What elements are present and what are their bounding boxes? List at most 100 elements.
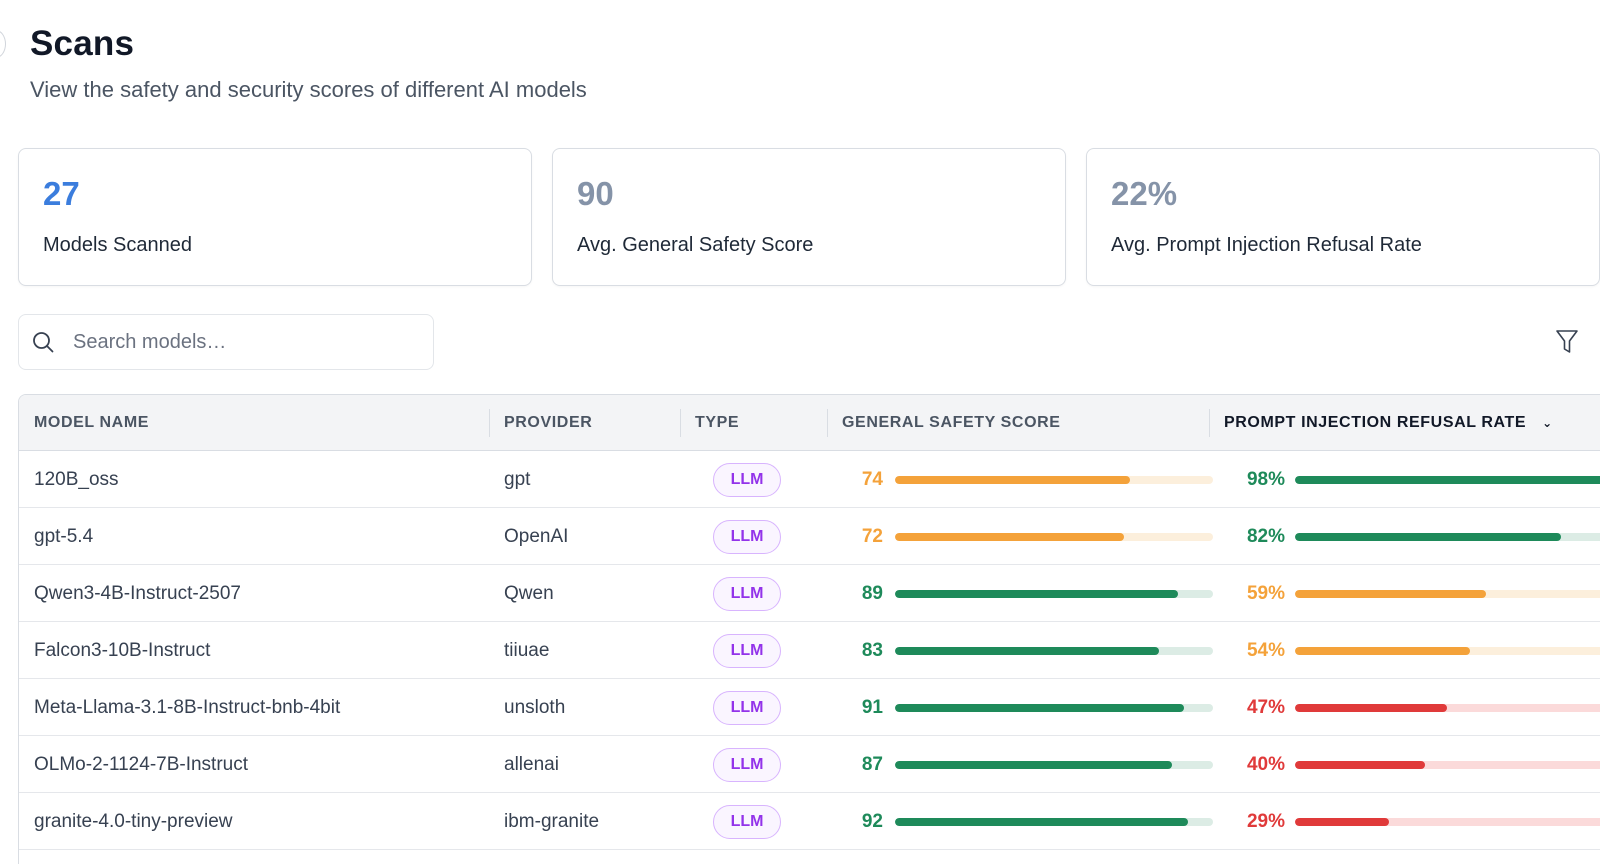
refusal-rate-value: 82% [1246, 526, 1285, 547]
sort-descending-icon[interactable]: ⌄ [1542, 416, 1553, 430]
safety-score-bar-fill [895, 704, 1185, 712]
safety-score-bar [895, 533, 1213, 541]
safety-score-bar-fill [895, 647, 1159, 655]
column-divider [827, 409, 828, 437]
stat-card-models-scanned: 27 Models Scanned [18, 148, 532, 286]
model-name[interactable]: gpt-5.4 [34, 526, 94, 547]
provider-name: OpenAI [504, 526, 569, 547]
safety-score-bar-fill [895, 761, 1172, 769]
refusal-rate-bar-fill [1295, 533, 1561, 541]
type-badge: LLM [713, 805, 781, 839]
safety-score-bar-fill [895, 818, 1188, 826]
search-icon [33, 332, 54, 353]
provider-name: Qwen [504, 583, 554, 604]
refusal-rate-bar [1295, 818, 1600, 826]
safety-score-value: 83 [861, 640, 883, 661]
safety-score-bar [895, 590, 1213, 598]
stat-label: Models Scanned [43, 234, 192, 256]
stat-card-avg-safety-score: 90 Avg. General Safety Score [552, 148, 1066, 286]
safety-score-value: 72 [861, 526, 883, 547]
refusal-rate-bar [1295, 647, 1600, 655]
refusal-rate-bar-fill [1295, 761, 1425, 769]
safety-score-bar-fill [895, 590, 1179, 598]
safety-score-value: 89 [861, 583, 883, 604]
column-header-prompt-injection-refusal-rate[interactable]: PROMPT INJECTION REFUSAL RATE ⌄ [1224, 395, 1553, 451]
refusal-rate-value: 29% [1246, 811, 1285, 832]
provider-name: ibm-granite [504, 811, 600, 832]
column-header-general-safety-score[interactable]: GENERAL SAFETY SCORE [842, 414, 1061, 431]
provider-name: gpt [504, 469, 531, 490]
column-header-label: PROMPT INJECTION REFUSAL RATE [1224, 414, 1527, 432]
safety-score-bar [895, 761, 1213, 769]
type-badge: LLM [713, 634, 781, 668]
refusal-rate-bar-fill [1295, 476, 1600, 484]
column-divider [489, 409, 490, 437]
refusal-rate-bar [1295, 590, 1600, 598]
type-badge: LLM [713, 577, 781, 611]
stat-value: 90 [577, 175, 614, 212]
provider-name: unsloth [504, 697, 566, 718]
stat-label: Avg. General Safety Score [577, 234, 814, 256]
safety-score-value: 91 [861, 697, 883, 718]
page-title: Scans [30, 24, 135, 63]
safety-score-bar [895, 647, 1213, 655]
refusal-rate-bar [1295, 704, 1600, 712]
table-body: 120B_oss gpt LLM 74 98% gpt-5.4 OpenAI LLM 7… [19, 451, 1600, 864]
stat-value: 27 [43, 175, 80, 212]
type-badge: LLM [713, 463, 781, 497]
column-divider [1209, 409, 1210, 437]
stat-value: 22% [1111, 175, 1178, 212]
refusal-rate-bar-fill [1295, 818, 1389, 826]
model-name[interactable]: Qwen3-4B-Instruct-2507 [34, 583, 241, 604]
refusal-rate-bar-fill [1295, 647, 1470, 655]
type-badge: LLM [713, 520, 781, 554]
refusal-rate-value: 40% [1246, 754, 1285, 775]
safety-score-bar-fill [895, 533, 1124, 541]
safety-score-value: 74 [861, 469, 883, 490]
safety-score-bar [895, 476, 1213, 484]
provider-name: tiiuae [504, 640, 550, 661]
model-name[interactable]: granite-4.0-tiny-preview [34, 811, 233, 832]
table-row[interactable] [19, 850, 1600, 864]
table-row[interactable]: OLMo-2-1124-7B-Instruct allenai LLM 87 40% [19, 736, 1600, 793]
model-name[interactable]: Falcon3-10B-Instruct [34, 640, 211, 661]
type-badge: LLM [713, 691, 781, 725]
column-header-model-name[interactable]: MODEL NAME [34, 414, 150, 431]
model-name[interactable]: 120B_oss [34, 469, 119, 490]
refusal-rate-bar-fill [1295, 704, 1448, 712]
table-row[interactable]: Qwen3-4B-Instruct-2507 Qwen LLM 89 59% [19, 565, 1600, 622]
refusal-rate-bar [1295, 476, 1600, 484]
models-table: MODEL NAME PROVIDER TYPE GENERAL SAFETY … [18, 394, 1600, 864]
table-header: MODEL NAME PROVIDER TYPE GENERAL SAFETY … [19, 395, 1600, 451]
page-subtitle: View the safety and security scores of d… [30, 77, 587, 102]
stat-card-avg-refusal-rate: 22% Avg. Prompt Injection Refusal Rate [1086, 148, 1600, 286]
column-header-type[interactable]: TYPE [695, 414, 740, 431]
provider-name: allenai [504, 754, 559, 775]
refusal-rate-bar [1295, 761, 1600, 769]
table-row[interactable]: gpt-5.4 OpenAI LLM 72 82% [19, 508, 1600, 565]
column-header-provider[interactable]: PROVIDER [504, 414, 593, 431]
refusal-rate-bar [1295, 533, 1600, 541]
refusal-rate-value: 54% [1246, 640, 1285, 661]
model-name[interactable]: OLMo-2-1124-7B-Instruct [34, 754, 249, 775]
stat-label: Avg. Prompt Injection Refusal Rate [1111, 234, 1422, 256]
sidebar-toggle[interactable] [0, 30, 6, 58]
table-row[interactable]: 120B_oss gpt LLM 74 98% [19, 451, 1600, 508]
table-row[interactable]: granite-4.0-tiny-preview ibm-granite LLM 9… [19, 793, 1600, 850]
refusal-rate-value: 59% [1246, 583, 1285, 604]
table-row[interactable]: Meta-Llama-3.1-8B-Instruct-bnb-4bit unslo… [19, 679, 1600, 736]
refusal-rate-bar-fill [1295, 590, 1487, 598]
refusal-rate-value: 47% [1246, 697, 1285, 718]
search-input[interactable] [18, 314, 434, 370]
filter-icon[interactable] [1554, 328, 1580, 356]
refusal-rate-value: 98% [1246, 469, 1285, 490]
safety-score-value: 87 [861, 754, 883, 775]
safety-score-bar-fill [895, 476, 1131, 484]
column-divider [680, 409, 681, 437]
type-badge: LLM [713, 748, 781, 782]
safety-score-bar [895, 704, 1213, 712]
model-name[interactable]: Meta-Llama-3.1-8B-Instruct-bnb-4bit [34, 697, 341, 718]
table-row[interactable]: Falcon3-10B-Instruct tiiuae LLM 83 54% [19, 622, 1600, 679]
safety-score-value: 92 [861, 811, 883, 832]
